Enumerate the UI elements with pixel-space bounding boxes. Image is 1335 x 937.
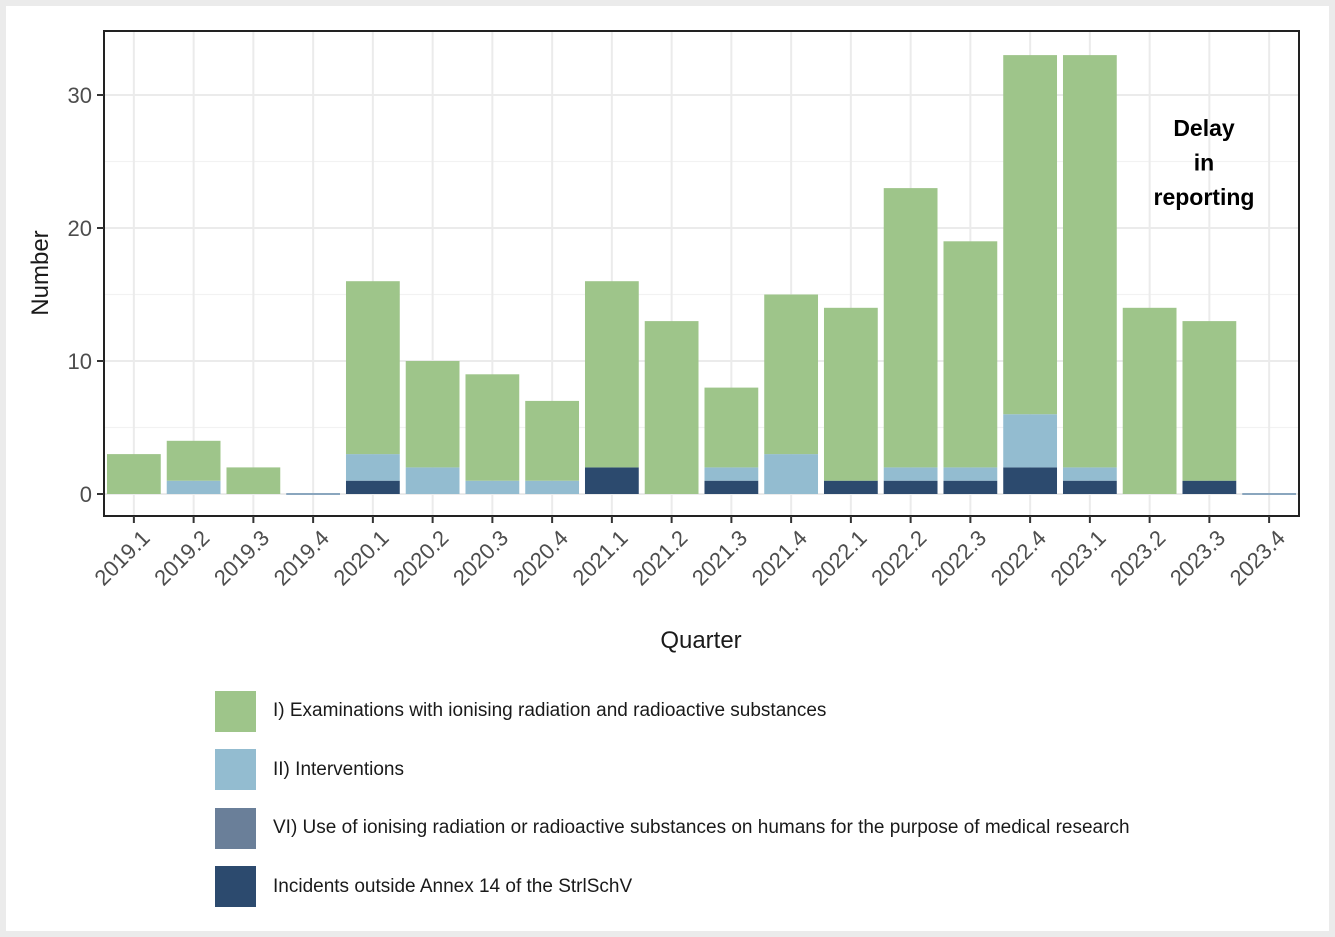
bar-segment [764, 295, 818, 455]
bar-segment [824, 308, 878, 481]
legend-label: Incidents outside Annex 14 of the StrlSc… [273, 876, 632, 898]
x-tick-label: 2020.4 [508, 525, 573, 590]
x-tick-label: 2022.4 [986, 525, 1051, 590]
legend-item: II) Interventions [215, 749, 1315, 791]
legend-label: I) Examinations with ionising radiation … [273, 700, 826, 722]
x-tick-label: 2023.1 [1045, 525, 1110, 590]
bar-segment [884, 467, 938, 480]
bar-segment [585, 467, 639, 494]
annotation-line: Delay [1173, 115, 1235, 141]
bar-segment [346, 281, 400, 454]
bar-segment [167, 481, 221, 494]
x-tick-label: 2022.1 [806, 525, 871, 590]
bar-segment [346, 454, 400, 481]
bar-segment [1063, 55, 1117, 467]
bar-segment [1003, 55, 1057, 414]
x-tick-label: 2021.1 [567, 525, 632, 590]
legend-swatch [215, 691, 256, 732]
bar-segment [943, 467, 997, 480]
bar-segment [884, 188, 938, 467]
x-tick-label: 2021.3 [687, 525, 752, 590]
x-tick-label: 2019.4 [269, 525, 334, 590]
bar-segment [824, 481, 878, 494]
plot-panel-border [104, 31, 1299, 516]
bar-segment [704, 388, 758, 468]
y-axis-title: Number [27, 230, 54, 315]
bar-segment [1182, 481, 1236, 494]
bar-segment [1003, 414, 1057, 467]
bar-segment [704, 467, 758, 480]
x-tick-label: 2023.3 [1165, 525, 1230, 590]
legend-item: I) Examinations with ionising radiation … [215, 690, 1315, 732]
legend-swatch [215, 808, 256, 849]
x-tick-label: 2019.3 [209, 525, 274, 590]
y-axis: 0 10 20 30 [68, 83, 104, 507]
bar-segment [1003, 467, 1057, 494]
bars [107, 55, 1296, 494]
x-tick-label: 2019.1 [89, 525, 154, 590]
x-axis-title: Quarter [660, 627, 741, 654]
x-tick-label: 2023.2 [1105, 525, 1170, 590]
bar-segment [1123, 308, 1177, 494]
x-tick-label: 2023.4 [1225, 525, 1290, 590]
annotation-line: reporting [1154, 184, 1255, 210]
x-tick-label: 2020.2 [388, 525, 453, 590]
legend-item: Incidents outside Annex 14 of the StrlSc… [215, 866, 1315, 908]
annotation-line: in [1194, 150, 1214, 176]
bar-segment [525, 481, 579, 494]
bar-segment [107, 454, 161, 494]
x-tick-label: 2021.4 [747, 525, 812, 590]
bar-segment [167, 441, 221, 481]
bar-segment [346, 481, 400, 494]
legend: I) Examinations with ionising radiation … [215, 690, 1315, 924]
bar-segment [1182, 321, 1236, 481]
bar-segment [884, 481, 938, 494]
grid-lines [104, 31, 1299, 516]
bar-segment [704, 481, 758, 494]
bar-segment [645, 321, 699, 494]
bar-segment [406, 361, 460, 467]
bar-segment [943, 241, 997, 467]
delay-annotation: Delay in reporting [1154, 115, 1255, 210]
legend-item: VI) Use of ionising radiation or radioac… [215, 807, 1315, 849]
y-tick-label: 30 [68, 83, 92, 108]
bar-segment [1063, 481, 1117, 494]
bar-segment [525, 401, 579, 481]
x-tick-label: 2020.1 [328, 525, 393, 590]
bar-segment [226, 467, 280, 494]
x-axis: 2019.12019.22019.32019.42020.12020.22020… [89, 516, 1290, 590]
x-tick-label: 2022.2 [866, 525, 931, 590]
y-tick-label: 10 [68, 349, 92, 374]
legend-label: II) Interventions [273, 759, 404, 781]
x-tick-label: 2022.3 [926, 525, 991, 590]
bar-segment [1063, 467, 1117, 480]
legend-label: VI) Use of ionising radiation or radioac… [273, 817, 1130, 839]
y-tick-label: 0 [80, 482, 92, 507]
legend-swatch [215, 866, 256, 907]
x-tick-label: 2019.2 [149, 525, 214, 590]
bar-segment [943, 481, 997, 494]
bar-segment [465, 374, 519, 480]
x-tick-label: 2020.3 [448, 525, 513, 590]
bar-segment [465, 481, 519, 494]
bar-segment [406, 467, 460, 494]
y-tick-label: 20 [68, 216, 92, 241]
bar-segment [764, 454, 818, 494]
legend-swatch [215, 749, 256, 790]
bar-segment [585, 281, 639, 467]
x-tick-label: 2021.2 [627, 525, 692, 590]
